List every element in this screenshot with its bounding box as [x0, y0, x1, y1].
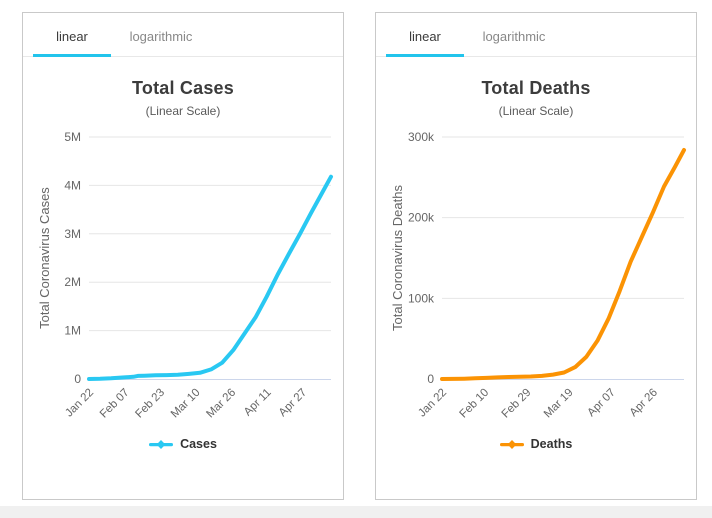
- svg-text:Total Coronavirus Cases: Total Coronavirus Cases: [37, 187, 52, 329]
- tab-logarithmic[interactable]: logarithmic: [129, 29, 193, 44]
- svg-text:200k: 200k: [408, 211, 435, 225]
- line-diamond-marker-icon: [149, 439, 174, 449]
- series-legend-label: Deaths: [530, 437, 573, 451]
- svg-text:Mar 10: Mar 10: [169, 387, 203, 421]
- svg-text:Mar 19: Mar 19: [542, 387, 576, 421]
- tab-logarithmic[interactable]: logarithmic: [482, 29, 546, 44]
- svg-text:Apr 27: Apr 27: [277, 387, 309, 419]
- cases-line-chart: 0 1M 2M 3M 4M 5M Total Coronavirus Cases Jan 22…: [23, 125, 343, 425]
- svg-text:Jan 22: Jan 22: [63, 387, 96, 420]
- chart-subtitle: (Linear Scale): [145, 104, 221, 118]
- svg-text:3M: 3M: [64, 227, 81, 241]
- total-deaths-card: linear logarithmic Total Deaths (Linear …: [375, 12, 697, 500]
- svg-text:Feb 23: Feb 23: [133, 387, 167, 421]
- svg-text:4M: 4M: [64, 178, 81, 192]
- tab-linear[interactable]: linear: [33, 13, 111, 57]
- total-cases-card: linear logarithmic Total Cases (Linear S…: [22, 12, 344, 500]
- deaths-scale-tabs: linear logarithmic: [376, 13, 696, 57]
- svg-text:Feb 10: Feb 10: [457, 387, 491, 421]
- svg-text:1M: 1M: [64, 324, 81, 338]
- chart-title: Total Deaths: [481, 78, 591, 98]
- chart-title: Total Cases: [132, 78, 234, 98]
- line-diamond-marker-icon: [499, 439, 524, 449]
- svg-text:Jan 22: Jan 22: [416, 387, 449, 420]
- svg-text:Mar 26: Mar 26: [204, 387, 238, 421]
- charts-row: linear logarithmic Total Cases (Linear S…: [22, 12, 697, 500]
- page-bottom-strip: [0, 506, 712, 518]
- svg-text:0: 0: [427, 372, 434, 386]
- deaths-line-chart: 0 100k 200k 300k Total Coronavirus Deaths Jan…: [376, 125, 696, 425]
- svg-text:Apr 26: Apr 26: [628, 387, 660, 419]
- tab-linear[interactable]: linear: [386, 13, 464, 57]
- deaths-legend-item[interactable]: Deaths: [376, 437, 696, 451]
- svg-text:Apr 11: Apr 11: [242, 387, 274, 419]
- svg-text:2M: 2M: [64, 275, 81, 289]
- svg-text:Apr 07: Apr 07: [585, 387, 617, 419]
- svg-text:Feb 07: Feb 07: [98, 387, 132, 421]
- svg-text:5M: 5M: [64, 130, 81, 144]
- svg-text:Feb 29: Feb 29: [500, 387, 534, 421]
- svg-text:0: 0: [74, 372, 81, 386]
- svg-text:300k: 300k: [408, 130, 435, 144]
- chart-subtitle: (Linear Scale): [498, 104, 574, 118]
- cases-legend-item[interactable]: Cases: [23, 437, 343, 451]
- cases-scale-tabs: linear logarithmic: [23, 13, 343, 57]
- svg-text:100k: 100k: [408, 291, 435, 305]
- series-legend-label: Cases: [180, 437, 217, 451]
- svg-text:Total Coronavirus Deaths: Total Coronavirus Deaths: [390, 185, 405, 331]
